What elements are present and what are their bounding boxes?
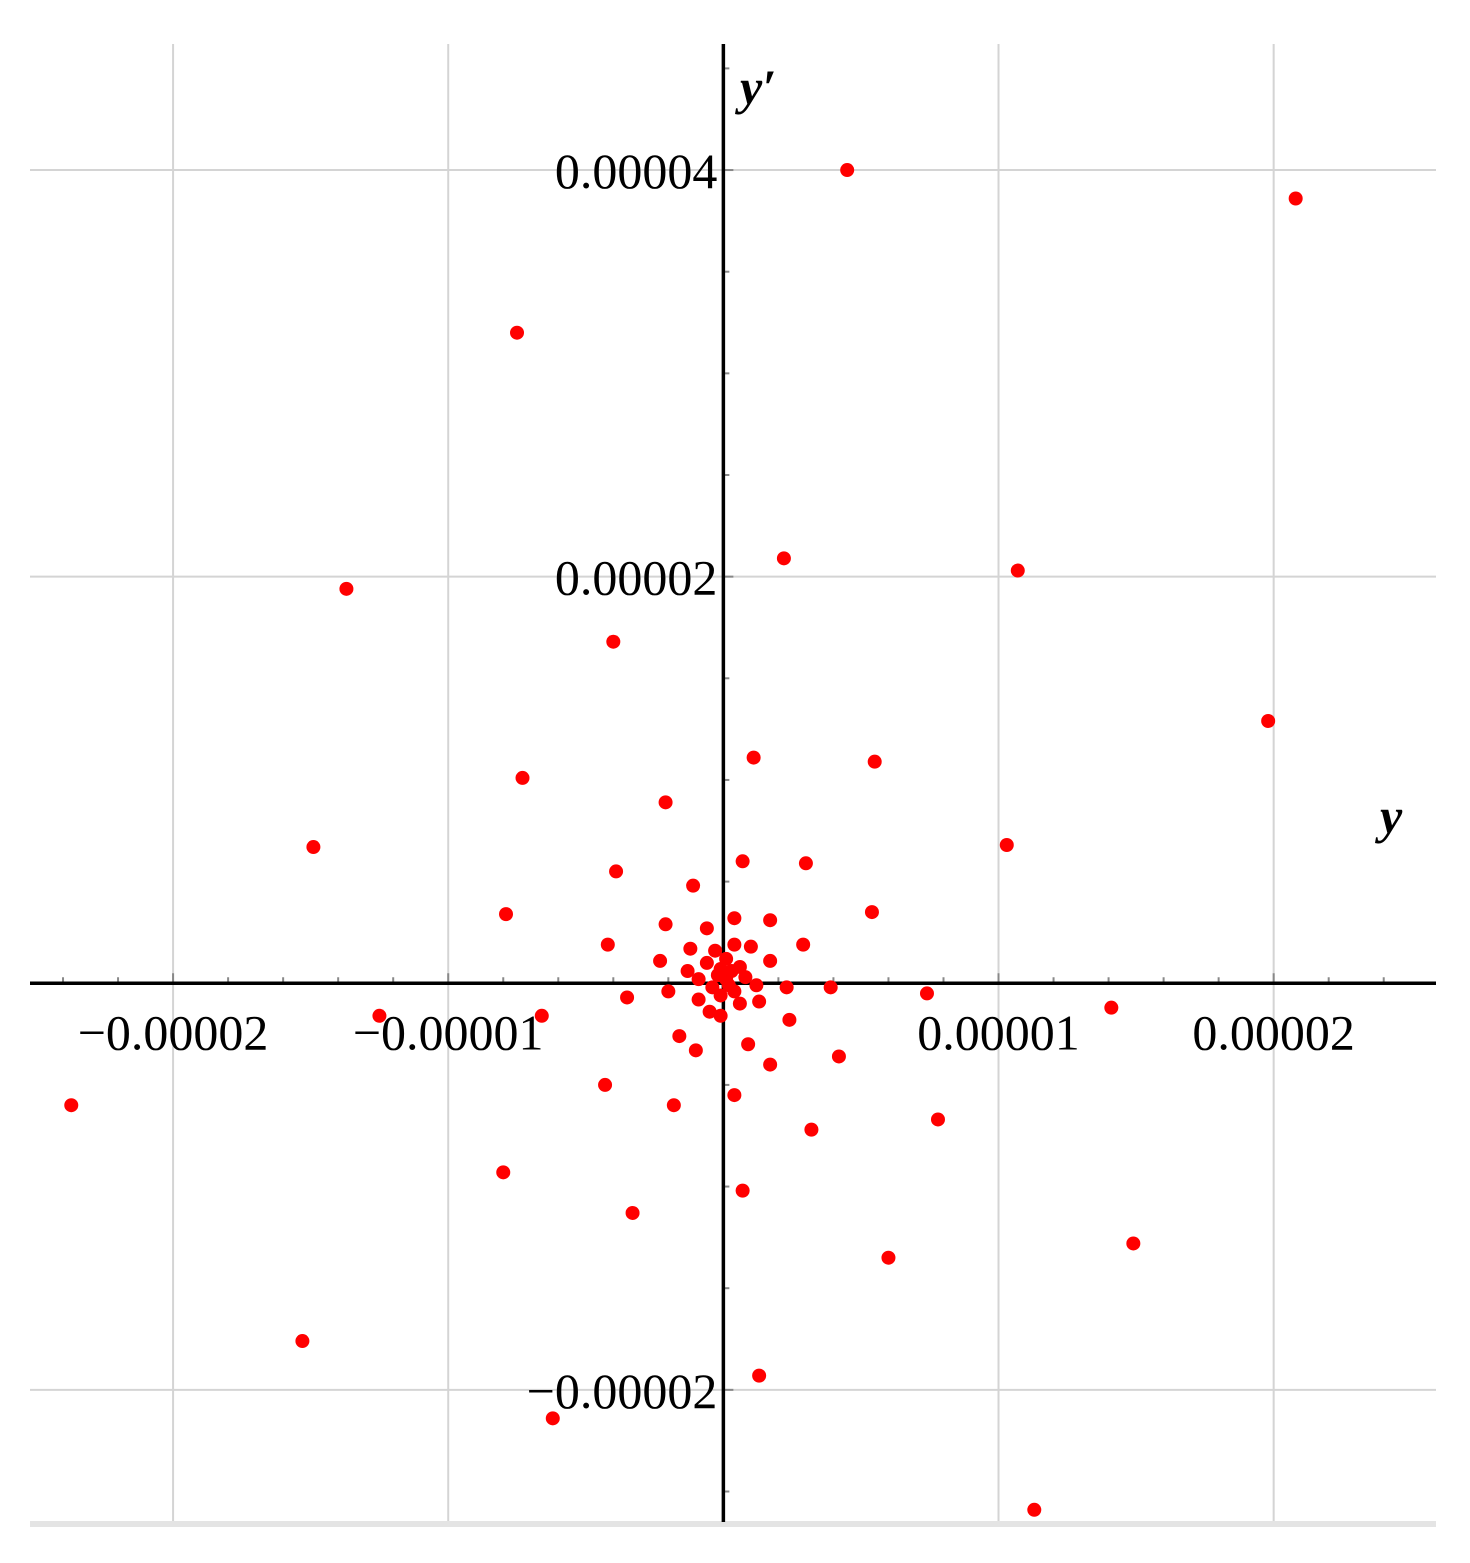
data-point xyxy=(295,1334,310,1349)
data-point xyxy=(708,943,723,958)
data-point xyxy=(510,325,525,340)
tick-labels: −0.00002 −0.00001 0.00001 0.000020.000040.0… xyxy=(78,143,1355,1419)
data-point xyxy=(653,953,668,968)
y-tick-label: −0.00002 xyxy=(527,1363,718,1419)
data-point xyxy=(658,917,673,932)
data-point xyxy=(804,1122,819,1137)
data-point xyxy=(752,1368,767,1383)
data-point xyxy=(713,1008,728,1023)
data-point xyxy=(672,1029,687,1044)
data-point xyxy=(798,856,813,871)
data-point xyxy=(867,754,882,769)
data-point xyxy=(741,1037,756,1052)
data-point xyxy=(881,1250,896,1265)
data-point xyxy=(727,1088,742,1103)
x-axis-label: y xyxy=(1375,788,1403,844)
data-point xyxy=(545,1411,560,1426)
data-point xyxy=(735,854,750,869)
data-point xyxy=(763,953,778,968)
data-point xyxy=(691,992,706,1007)
data-point xyxy=(763,1057,778,1072)
data-point xyxy=(746,750,761,765)
data-point xyxy=(743,939,758,954)
data-point xyxy=(727,984,742,999)
data-point xyxy=(515,770,530,785)
data-point xyxy=(680,964,695,979)
data-point xyxy=(713,988,728,1003)
data-point xyxy=(683,941,698,956)
data-point xyxy=(702,1004,717,1019)
axes xyxy=(30,44,1436,1522)
data-point xyxy=(732,996,747,1011)
y-tick-label: 0.00004 xyxy=(555,143,718,199)
data-points xyxy=(64,163,1303,1517)
x-tick-label: 0.00001 xyxy=(917,1004,1080,1060)
data-point xyxy=(658,795,673,810)
data-point xyxy=(699,921,714,936)
data-point xyxy=(776,551,791,566)
data-point xyxy=(864,905,879,920)
grid xyxy=(30,44,1436,1527)
data-point xyxy=(1104,1000,1119,1015)
data-point xyxy=(1010,563,1025,578)
y-tick-label: 0.00002 xyxy=(555,550,718,606)
data-point xyxy=(735,1183,750,1198)
data-point xyxy=(372,1008,387,1023)
data-point xyxy=(1261,713,1276,728)
data-point xyxy=(306,840,321,855)
data-point xyxy=(499,907,514,922)
data-point xyxy=(779,980,794,995)
x-tick-label: −0.00002 xyxy=(78,1004,269,1060)
data-point xyxy=(620,990,635,1005)
data-point xyxy=(713,962,728,977)
data-point xyxy=(823,980,838,995)
data-point xyxy=(699,955,714,970)
data-point xyxy=(496,1165,511,1180)
data-point xyxy=(919,986,934,1001)
data-point xyxy=(840,163,855,178)
x-tick-label: 0.00002 xyxy=(1192,1004,1355,1060)
data-point xyxy=(930,1112,945,1127)
data-point xyxy=(1027,1502,1042,1517)
data-point xyxy=(796,937,811,952)
data-point xyxy=(339,581,354,596)
data-point xyxy=(749,978,764,993)
data-point xyxy=(600,937,615,952)
data-point xyxy=(688,1043,703,1058)
data-point xyxy=(999,838,1014,853)
data-point xyxy=(738,970,753,985)
data-point xyxy=(752,994,767,1009)
data-point xyxy=(831,1049,846,1064)
data-point xyxy=(727,911,742,926)
data-point xyxy=(727,937,742,952)
data-point xyxy=(1126,1236,1141,1251)
data-point xyxy=(534,1008,549,1023)
data-point xyxy=(666,1098,681,1113)
data-point xyxy=(661,984,676,999)
data-point xyxy=(625,1205,640,1220)
y-axis-label: y′ xyxy=(735,59,776,115)
data-point xyxy=(1288,191,1303,206)
data-point xyxy=(686,878,701,893)
data-point xyxy=(782,1012,797,1027)
data-point xyxy=(598,1077,613,1092)
data-point xyxy=(609,864,624,879)
data-point xyxy=(691,972,706,987)
data-point xyxy=(763,913,778,928)
data-point xyxy=(606,634,621,649)
data-point xyxy=(64,1098,79,1113)
